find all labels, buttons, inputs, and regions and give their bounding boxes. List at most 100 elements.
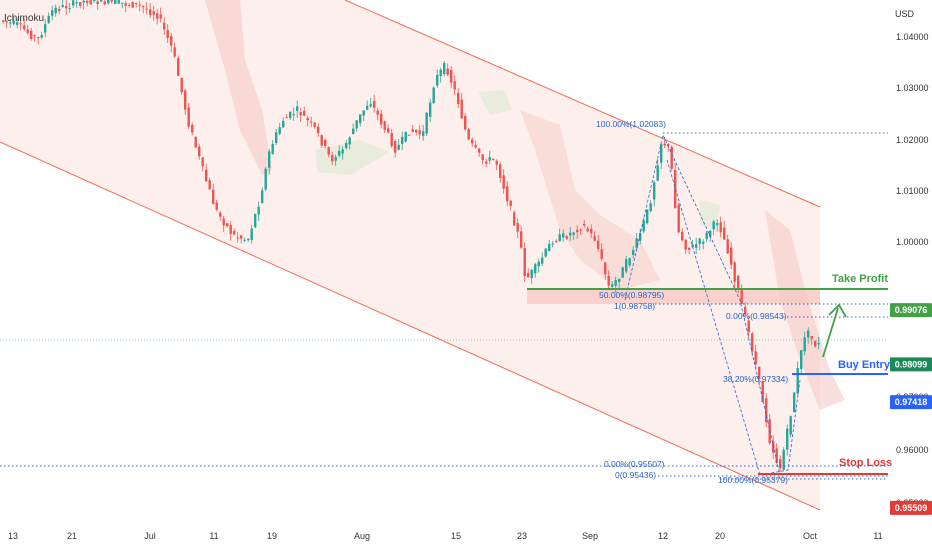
candle	[359, 114, 362, 127]
candle	[653, 180, 656, 207]
candle	[58, 5, 61, 14]
candle	[502, 169, 505, 194]
candle	[19, 16, 22, 31]
candle	[457, 88, 460, 109]
fib-swing-left	[624, 133, 781, 476]
channel-upper-line	[344, 0, 821, 208]
candle	[422, 124, 425, 141]
x-tick-label: 15	[451, 531, 461, 541]
candle	[40, 31, 43, 40]
candle	[317, 123, 320, 137]
candle	[786, 424, 789, 456]
candle	[33, 34, 36, 42]
y-tick-label: 1.02000	[896, 135, 929, 145]
candle	[667, 143, 670, 153]
candle	[187, 103, 190, 130]
candle	[800, 350, 803, 374]
x-tick-label: Jul	[144, 531, 156, 541]
candle	[569, 227, 572, 241]
candle	[65, 0, 68, 16]
candle	[590, 224, 593, 239]
svg-text:0.95509: 0.95509	[895, 503, 928, 513]
x-tick-label: 21	[67, 531, 77, 541]
candle	[177, 55, 180, 77]
candle	[695, 237, 698, 255]
y-tick-label: 1.00000	[896, 237, 929, 247]
candle	[740, 284, 743, 304]
candle	[275, 128, 278, 146]
candle	[397, 138, 400, 151]
candle	[142, 5, 145, 14]
candle	[166, 24, 169, 43]
price-tags: 0.99076 0.98099 0.97418 0.95509	[890, 303, 932, 515]
x-tick-label: Aug	[354, 531, 370, 541]
candle	[593, 231, 596, 242]
candle	[198, 143, 201, 160]
candle	[600, 243, 603, 261]
candle	[796, 361, 799, 395]
candle	[380, 109, 383, 129]
candle	[807, 327, 810, 344]
candle	[548, 239, 551, 252]
candle	[306, 115, 309, 127]
candle	[744, 302, 747, 316]
candle	[82, 0, 85, 10]
candle	[817, 336, 820, 350]
candle	[278, 123, 281, 136]
candle	[737, 274, 740, 294]
candle	[229, 220, 232, 241]
candle	[681, 228, 684, 242]
candle	[107, 0, 110, 6]
x-tick-label: Sep	[582, 531, 598, 541]
candle	[520, 225, 523, 249]
candle	[282, 117, 285, 129]
candle	[530, 268, 533, 284]
candle	[124, 0, 127, 13]
candle	[719, 216, 722, 238]
candle	[537, 258, 540, 273]
candle	[215, 200, 218, 212]
candle	[366, 100, 369, 111]
candle	[254, 213, 257, 229]
fib-0c-label: 0(0.95436)	[615, 470, 656, 480]
candle	[432, 86, 435, 105]
candle	[348, 136, 351, 150]
candle	[478, 147, 481, 157]
candle	[240, 234, 243, 244]
candle	[604, 261, 607, 280]
candle	[327, 146, 330, 158]
candle	[516, 218, 519, 238]
candle	[37, 36, 40, 45]
candle	[733, 260, 736, 289]
candle	[436, 69, 439, 88]
take-profit-tag: 0.99076	[890, 303, 932, 318]
candle	[688, 247, 691, 255]
candle	[639, 228, 642, 245]
candle	[334, 154, 337, 166]
candle	[313, 121, 316, 130]
candle	[726, 234, 729, 254]
candle	[579, 228, 582, 236]
candle	[439, 67, 442, 83]
candle	[506, 181, 509, 207]
stop-loss-tag: 0.95509	[890, 500, 932, 515]
candle	[310, 116, 313, 128]
indicator-title: Ichimoku	[4, 13, 44, 24]
x-tick-label: 13	[8, 531, 18, 541]
candle	[632, 246, 635, 259]
candle	[16, 18, 19, 29]
candle	[103, 0, 106, 6]
candle	[341, 146, 344, 160]
candle	[684, 239, 687, 254]
y-tick-label: 1.01000	[896, 186, 929, 196]
candle	[9, 20, 12, 29]
fib-high-label: 100.00%(1.02083)	[596, 119, 666, 129]
candle	[814, 340, 817, 348]
x-tick-label: Oct	[803, 531, 818, 541]
candle	[247, 238, 250, 243]
currency-label: USD	[895, 9, 915, 19]
candle	[635, 233, 638, 252]
candle	[411, 125, 414, 133]
svg-text:0.97418: 0.97418	[895, 397, 928, 407]
